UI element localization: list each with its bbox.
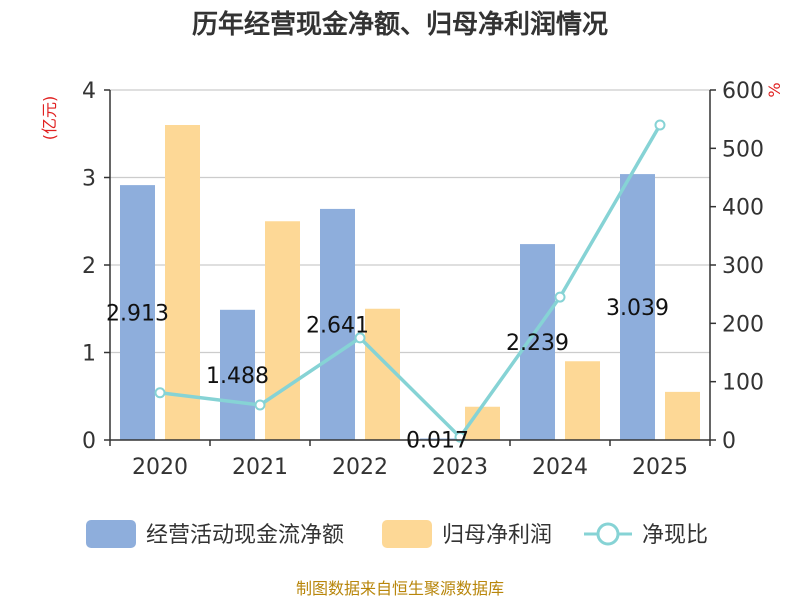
- bar-net-profit: [265, 221, 300, 440]
- left-tick-label: 4: [82, 79, 96, 104]
- chart-title: 历年经营现金净额、归母净利润情况: [192, 9, 608, 40]
- ratio-point: [354, 332, 366, 344]
- ratio-line-path: [159, 124, 662, 440]
- right-axis: 0 100 200 300 400 500 600: [709, 79, 764, 454]
- ratio-point: [554, 291, 566, 303]
- data-label-operating-cash-flow: 3.039: [606, 296, 669, 321]
- bar-operating-cash-flow: [620, 174, 655, 440]
- left-tick-label: 1: [82, 342, 96, 367]
- right-tick-label: 200: [722, 312, 764, 337]
- x-tick-label: 2025: [632, 455, 688, 480]
- right-tick-label: 100: [722, 371, 764, 396]
- x-tick-label: 2023: [432, 455, 488, 480]
- ratio-point: [254, 399, 266, 411]
- ratio-point: [154, 387, 166, 399]
- left-axis: 0 1 2 3 4: [82, 79, 111, 454]
- ratio-line: [154, 119, 666, 443]
- data-label-operating-cash-flow: 0.017: [406, 428, 469, 453]
- ratio-point: [654, 119, 666, 131]
- legend-label-ratio: 净现比: [642, 523, 708, 548]
- right-axis-unit: %: [765, 82, 784, 97]
- left-tick-label: 0: [82, 429, 96, 454]
- x-tick-label: 2020: [132, 455, 188, 480]
- legend-swatch-net-profit: [382, 520, 432, 548]
- left-tick-label: 3: [82, 167, 96, 192]
- left-tick-label: 2: [82, 254, 96, 279]
- bar-operating-cash-flow: [220, 309, 255, 440]
- bar-operating-cash-flow: [120, 185, 155, 440]
- gridlines: [110, 89, 710, 354]
- x-tick-label: 2021: [232, 455, 288, 480]
- bar-operating-cash-flow: [320, 208, 355, 440]
- data-label-operating-cash-flow: 2.641: [306, 313, 369, 338]
- legend-label-net-profit: 归母净利润: [442, 523, 552, 548]
- right-tick-label: 0: [722, 429, 736, 454]
- bar-net-profit: [565, 361, 600, 440]
- x-tick-label: 2022: [332, 455, 388, 480]
- bars: [120, 125, 700, 440]
- x-axis: 2020 2021 2022 2023 2024 2025: [109, 439, 711, 480]
- right-tick-label: 600: [722, 79, 764, 104]
- bar-net-profit: [665, 391, 700, 440]
- right-tick-label: 400: [722, 196, 764, 221]
- legend-label-operating-cash-flow: 经营活动现金流净额: [146, 523, 344, 548]
- source-text: 制图数据来自恒生聚源数据库: [296, 579, 504, 598]
- data-label-operating-cash-flow: 1.488: [206, 364, 269, 389]
- x-tick-label: 2024: [532, 455, 588, 480]
- bar-net-profit: [165, 125, 200, 440]
- right-tick-label: 300: [722, 254, 764, 279]
- legend: 经营活动现金流净额 归母净利润 净现比: [86, 520, 708, 548]
- legend-marker-ratio: [596, 522, 620, 546]
- right-tick-label: 500: [722, 137, 764, 162]
- data-label-operating-cash-flow: 2.239: [506, 331, 569, 356]
- legend-swatch-operating-cash-flow: [86, 520, 136, 548]
- data-label-operating-cash-flow: 2.913: [106, 302, 169, 327]
- bar-net-profit: [365, 308, 400, 440]
- left-axis-unit: (亿元): [40, 96, 59, 141]
- data-labels: 2.913 1.488 2.641 0.017 2.239 3.039: [106, 296, 669, 453]
